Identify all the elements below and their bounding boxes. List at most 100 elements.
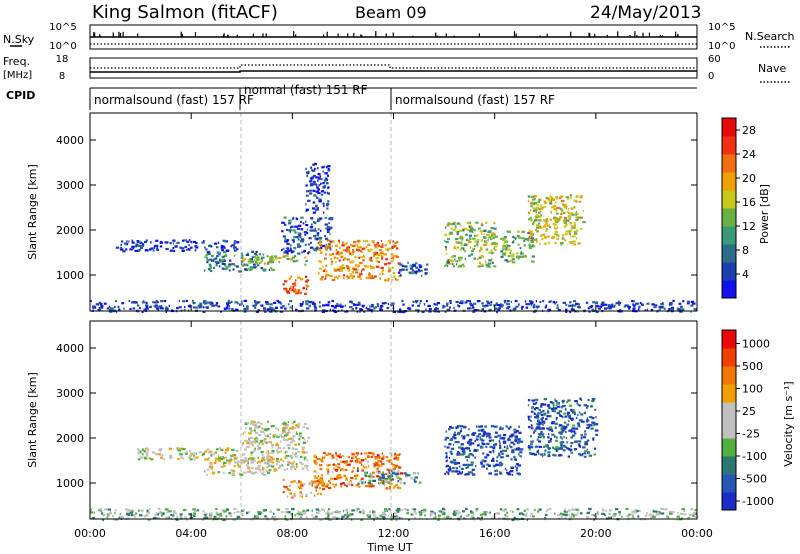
vel-echo-cell (406, 474, 411, 477)
power-echo-cell (322, 202, 325, 205)
vel-echo-cell (372, 514, 376, 517)
power-echo-cell (543, 200, 546, 203)
vel-echo-cell (256, 444, 259, 447)
power-echo-cell (299, 236, 302, 239)
power-echo-cell (309, 177, 314, 180)
vel-echo-cell (540, 418, 544, 421)
power-echo-cell (524, 238, 528, 241)
vel-echo-cell (574, 413, 576, 416)
power-echo-cell (555, 227, 557, 230)
power-echo-cell (663, 307, 666, 310)
power-echo-cell (176, 307, 179, 310)
nsky-label: N.Sky (3, 33, 35, 46)
vel-echo-cell (687, 516, 690, 520)
vel-echo-cell (253, 423, 258, 426)
vel-echo-cell (345, 485, 349, 488)
vel-echo-cell (380, 460, 383, 463)
vel-echo-cell (502, 441, 506, 444)
vel-echo-cell (296, 482, 298, 485)
vel-echo-cell (467, 447, 470, 450)
vel-echo-cell (208, 516, 211, 519)
power-echo-cell (486, 300, 489, 303)
power-echo-cell (278, 257, 282, 260)
vel-echo-cell (338, 455, 341, 458)
vel-echo-cell (511, 518, 515, 522)
vel-echo-cell (255, 436, 258, 439)
vel-echo-cell (320, 479, 323, 482)
vel-echo-cell (513, 455, 516, 458)
power-echo-cell (455, 260, 459, 263)
vel-echo-cell (418, 481, 422, 484)
power-echo-cell (546, 224, 550, 227)
power-echo-cell (541, 238, 544, 241)
power-echo-cell (202, 306, 205, 309)
vel-echo-cell (559, 414, 563, 417)
power-echo-cell (353, 241, 357, 244)
power-echo-cell (203, 240, 205, 243)
power-echo-cell (194, 245, 198, 248)
vel-echo-cell (413, 472, 415, 475)
power-echo-cell (242, 304, 245, 307)
vel-echo-cell (293, 420, 296, 423)
power-echo-cell (322, 211, 325, 214)
power-echo-cell (379, 267, 381, 270)
vel-echo-cell (375, 467, 379, 470)
vel-echo-cell (393, 485, 397, 488)
vel-echo-cell (130, 514, 135, 517)
cpid-segment-3: normalsound (fast) 157 RF (395, 93, 555, 107)
vel-echo-cell (512, 510, 514, 513)
velocity-ylabel: Slant Range [km] (26, 372, 39, 468)
vel-echo-cell (277, 466, 281, 470)
vel-echo-cell (289, 441, 293, 444)
vel-echo-cell (209, 462, 213, 465)
power-echo-cell (261, 259, 264, 262)
power-echo-cell (337, 268, 341, 271)
power-echo-cell (397, 310, 401, 313)
vel-echo-cell (107, 508, 111, 511)
vel-echo-cell (207, 451, 211, 454)
vel-echo-cell (628, 513, 631, 516)
power-echo-cell (360, 250, 364, 253)
power-echo-cell (577, 217, 579, 220)
power-echo-cell (338, 239, 341, 242)
power-echo-cell (233, 264, 236, 267)
vel-echo-cell (350, 518, 353, 521)
power-echo-cell (448, 306, 451, 309)
power-echo-cell (233, 254, 236, 257)
power-echo-cell (303, 249, 306, 253)
power-echo-cell (503, 242, 505, 245)
vel-echo-cell (465, 466, 468, 469)
vel-echo-cell (276, 449, 279, 452)
power-echo-cell (132, 247, 135, 250)
power-echo-cell (491, 261, 494, 264)
power-echo-cell (535, 214, 539, 217)
power-echo-cell (295, 290, 299, 293)
vel-echo-cell (456, 425, 461, 428)
vel-echo-cell (500, 456, 504, 459)
power-echo-cell (135, 245, 138, 248)
power-echo-cell (319, 301, 321, 304)
vel-echo-cell (379, 464, 383, 467)
colorbar-swatch (722, 348, 736, 367)
vel-echo-cell (371, 476, 375, 479)
colorbar-swatch (722, 136, 736, 155)
power-echo-cell (455, 238, 459, 241)
vel-echo-cell (507, 473, 512, 476)
power-echo-cell (351, 301, 353, 305)
power-echo-cell (141, 310, 144, 313)
vel-echo-cell (388, 477, 392, 480)
colorbar-tick-label: 25 (742, 405, 756, 418)
vel-echo-cell (161, 453, 164, 456)
vel-echo-cell (271, 517, 274, 520)
vel-echo-cell (145, 452, 149, 455)
power-echo-cell (118, 308, 121, 311)
vel-echo-cell (482, 452, 485, 455)
vel-echo-cell (326, 468, 329, 471)
time-axis: 00:00 04:00 08:00 12:00 16:00 20:00 00:00 (74, 113, 713, 540)
vel-echo-cell (510, 466, 514, 469)
vel-echo-cell (251, 442, 254, 445)
power-echo-cell (324, 246, 328, 250)
power-echo-cell (481, 308, 485, 311)
vel-echo-cell (458, 470, 461, 473)
